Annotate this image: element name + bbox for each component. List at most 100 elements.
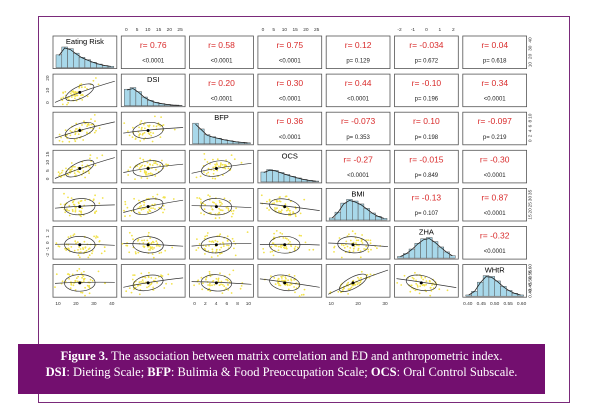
scatter-point (140, 165, 142, 168)
axis-tick-label: 0 (45, 177, 51, 180)
panel-frame (52, 226, 118, 260)
scatter-point (155, 168, 157, 171)
scatter-point (294, 213, 297, 216)
scatter-point (216, 255, 219, 257)
scatter-point (280, 211, 282, 214)
scatter-point (92, 79, 95, 82)
scatter-point (352, 284, 354, 287)
scatter-point (85, 249, 88, 252)
scatter-point (170, 283, 173, 285)
scatter-point (75, 174, 77, 177)
scatter-point (149, 163, 151, 166)
scatter-point (279, 200, 282, 203)
scatter-point (74, 209, 77, 212)
scatter-point (219, 272, 221, 275)
scatter-point (128, 287, 131, 289)
scatter-point (147, 234, 150, 237)
scatter-point (72, 234, 75, 237)
scatter-point (133, 197, 135, 200)
scatter-point (135, 252, 137, 255)
scatter-point (141, 279, 144, 281)
p-value: p= 0.107 (415, 211, 439, 217)
scatter-point (162, 211, 164, 214)
panel-frame (257, 226, 323, 260)
scatter-point (76, 241, 79, 244)
scatter-point (151, 253, 154, 256)
scatter-point (198, 283, 201, 285)
scatter-point (97, 270, 100, 273)
p-value: <0.0001 (279, 135, 302, 141)
axis-tick-label: 15 (156, 27, 162, 33)
scatter-point (72, 165, 74, 168)
scatter-point (246, 231, 249, 234)
scatter-point (282, 237, 285, 239)
scatter-point (196, 197, 199, 199)
scatter-point (132, 274, 134, 276)
caption-def-dsi: : Dieting Scale; (66, 365, 148, 379)
caption-text: The association between matrix correlati… (108, 349, 503, 363)
scatter-point (337, 290, 340, 293)
scatter-point (210, 240, 213, 243)
scatter-point (205, 245, 207, 248)
scatter-point (95, 129, 97, 132)
scatter-point (197, 279, 200, 282)
scatter-point (147, 285, 150, 288)
scatter-point (78, 210, 81, 213)
panel-frame (394, 149, 459, 184)
scatter-point (279, 232, 282, 234)
axis-tick-label: 10 (282, 27, 288, 33)
scatter-point (84, 294, 86, 297)
scatter-point (229, 281, 231, 283)
loess-curve (54, 121, 115, 139)
scatter-point (65, 249, 68, 252)
panel-frame (394, 187, 459, 222)
scatter-point (149, 247, 152, 250)
scatter-point (146, 161, 149, 164)
scatter-point (290, 279, 293, 282)
scatter-point (73, 249, 76, 252)
axis-tick-label: 0.45 (477, 301, 487, 307)
variable-label: DSI (147, 75, 160, 84)
histogram-bar (517, 294, 524, 297)
scatter-point (146, 286, 148, 289)
scatter-point (64, 211, 67, 214)
scatter-point (429, 286, 432, 289)
scatter-point (151, 140, 154, 143)
scatter-point (231, 237, 234, 240)
scatter-point (219, 165, 222, 168)
axis-tick-label: 10 (55, 301, 61, 307)
scatter-point (210, 205, 213, 208)
scatter-point (284, 237, 287, 240)
scatter-point (74, 289, 77, 291)
axis-tick-label: 0.45 (528, 282, 534, 292)
scatter-point (141, 126, 143, 129)
center-point (146, 167, 150, 171)
scatter-point (358, 244, 360, 247)
scatter-point (206, 232, 209, 234)
density-curve (195, 123, 248, 144)
panel-frame (257, 73, 323, 108)
scatter-point (414, 289, 417, 292)
scatter-point (271, 202, 274, 205)
correlation-value: r= 0.75 (276, 40, 303, 50)
scatter-point (60, 171, 63, 174)
loess-curve (123, 277, 184, 288)
scatter-point (286, 237, 288, 240)
center-point (283, 281, 287, 285)
scatter-point (131, 278, 134, 281)
axis-tick-label: 0 (125, 27, 128, 33)
scatter-point (148, 124, 151, 127)
scatter-point (78, 268, 81, 270)
scatter-point (134, 286, 137, 289)
axis-tick-label: 40 (528, 37, 534, 43)
scatter-point (200, 201, 202, 204)
scatter-point (277, 281, 279, 284)
correlation-value: r= -0.015 (409, 154, 444, 164)
loess-curve (123, 243, 184, 247)
scatter-point (230, 210, 233, 213)
scatter-point (446, 289, 449, 292)
scatter-point (361, 239, 363, 241)
scatter-point (173, 128, 176, 131)
scatter-point (290, 245, 293, 248)
variable-label: WHtR (485, 266, 506, 275)
